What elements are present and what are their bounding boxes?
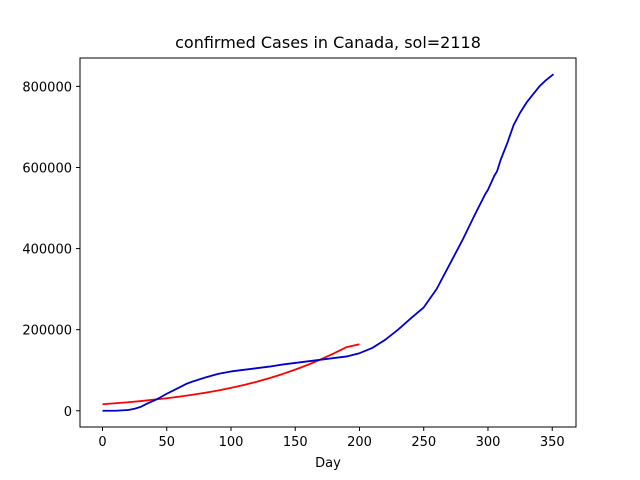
- y-tick-label: 200000: [22, 324, 72, 339]
- x-tick-label: 300: [476, 435, 501, 450]
- chart-title: confirmed Cases in Canada, sol=2118: [175, 33, 481, 52]
- y-tick-label: 0: [64, 405, 72, 420]
- plot-frame: [79, 57, 577, 428]
- series-layer: [102, 73, 555, 412]
- series-line-1: [102, 343, 360, 406]
- x-tick-label: 0: [98, 435, 106, 450]
- x-tick-label: 50: [158, 435, 175, 450]
- series-line-2: [102, 73, 555, 412]
- x-tick-label: 200: [347, 435, 372, 450]
- x-axis-label: Day: [315, 456, 341, 471]
- x-axis: 0 50 100 150 200 250 300 350: [98, 427, 565, 450]
- x-tick-label: 350: [540, 435, 565, 450]
- x-tick-label: 100: [219, 435, 244, 450]
- y-tick-label: 600000: [22, 161, 72, 176]
- x-tick-label: 150: [283, 435, 308, 450]
- x-tick-label: 250: [411, 435, 436, 450]
- y-tick-label: 800000: [22, 80, 72, 95]
- y-tick-label: 400000: [22, 243, 72, 258]
- y-axis: 0 200000 400000 600000 800000: [22, 80, 80, 420]
